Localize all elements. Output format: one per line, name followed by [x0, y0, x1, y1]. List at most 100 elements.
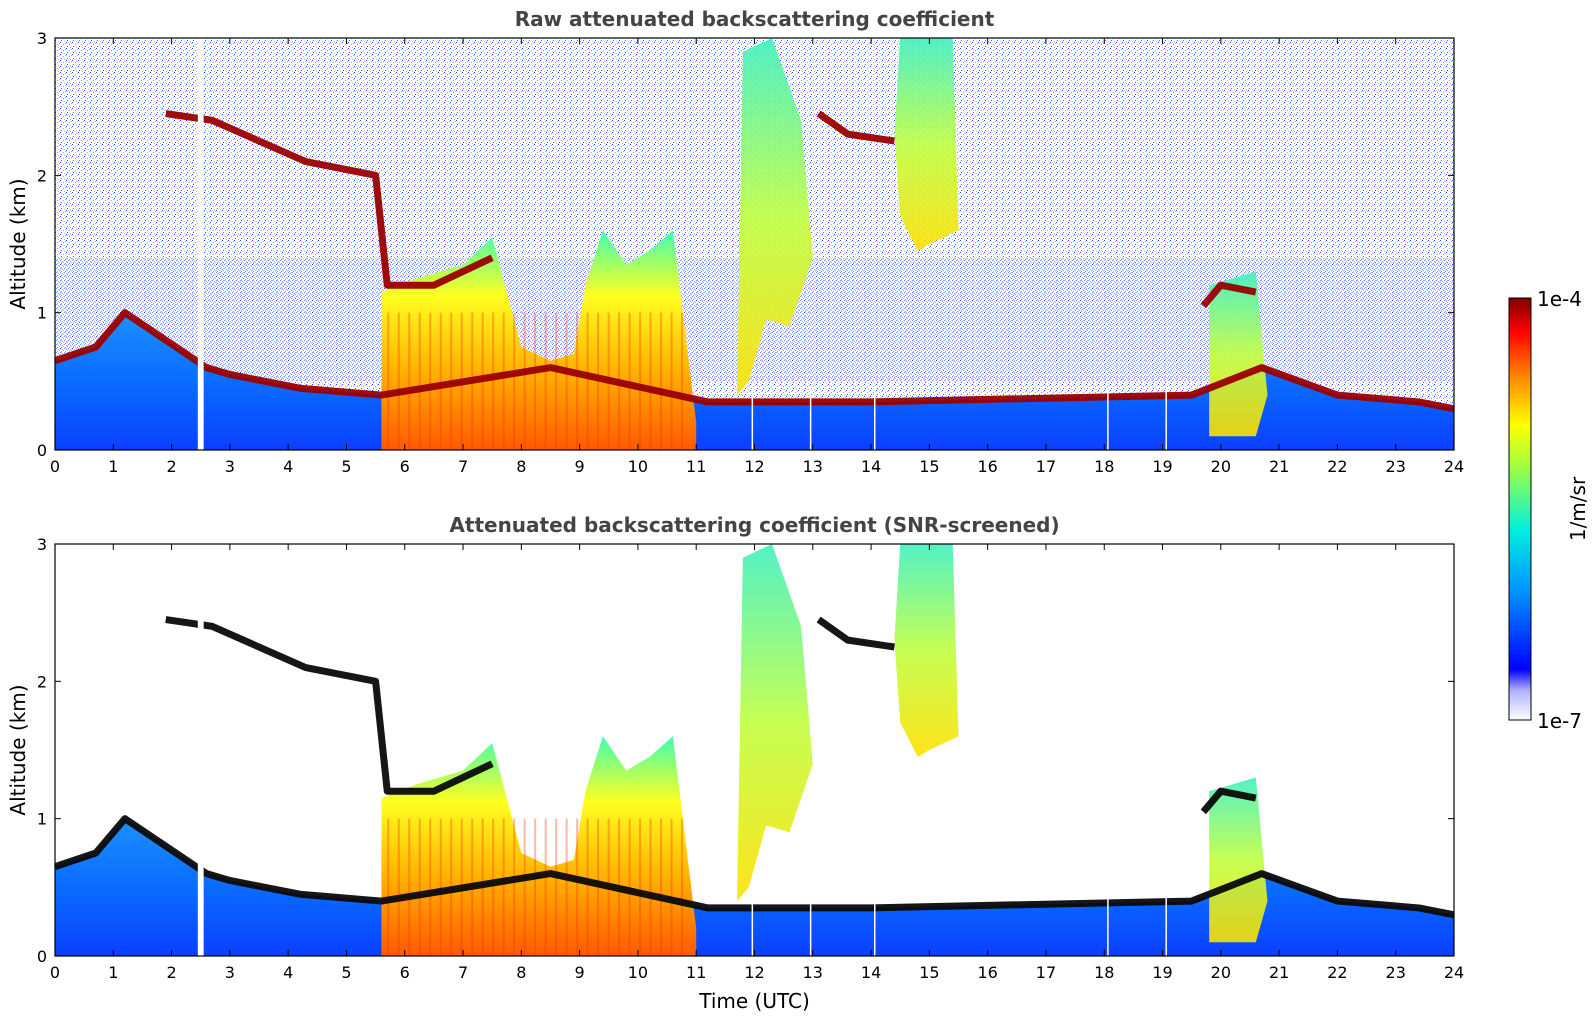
- plume-streak: [670, 818, 673, 956]
- y-tick-label: 3: [37, 535, 47, 554]
- layer-line-0: [55, 309, 1454, 413]
- x-tick-label: 11: [686, 457, 706, 476]
- profile-gap: [809, 388, 812, 450]
- x-tick-label: 5: [341, 457, 351, 476]
- x-tick-label: 3: [225, 457, 235, 476]
- profile-gap: [873, 894, 876, 956]
- x-tick-label: 2: [166, 457, 176, 476]
- virga-1: [894, 544, 959, 757]
- y-axis-label: Altitude (km): [6, 178, 30, 309]
- x-tick-label: 23: [1386, 457, 1406, 476]
- plume-streak: [523, 312, 526, 450]
- profile-gap: [1107, 388, 1109, 450]
- x-tick-label: 1: [108, 963, 118, 982]
- plume-streak: [639, 312, 642, 450]
- x-tick-label: 24: [1444, 963, 1464, 982]
- plume-streak: [492, 312, 495, 450]
- profile-gap: [1165, 388, 1167, 450]
- x-axis-label: Time (UTC): [698, 989, 810, 1013]
- panel-raw: 0 1 2 3 4 5 6 7 8 9 10 11 12 13 14 15 16 17 18 19 20 21 22 23 24…: [6, 7, 1464, 476]
- plume-streak: [586, 818, 589, 956]
- layer-line-0: [55, 815, 1454, 919]
- plume-streak: [418, 312, 421, 450]
- plume-streak: [670, 312, 673, 450]
- x-tick-label: 9: [575, 457, 585, 476]
- layer-line-3: [1200, 787, 1257, 815]
- plume-streak: [439, 312, 442, 450]
- chart-title: Raw attenuated backscattering coefficien…: [515, 7, 995, 31]
- plume-streak: [576, 818, 579, 956]
- plume-streak: [681, 818, 684, 956]
- plume-streak: [408, 312, 411, 450]
- plot-area: [55, 544, 1454, 956]
- plume-streak: [523, 818, 526, 956]
- virga-0: [737, 544, 813, 902]
- x-tick-label: 4: [283, 963, 293, 982]
- plume-streak: [492, 818, 495, 956]
- layer-line-1: [165, 110, 494, 289]
- plume-streak: [502, 818, 505, 956]
- x-tick-label: 10: [628, 457, 648, 476]
- x-tick-label: 1: [108, 457, 118, 476]
- x-tick-label: 0: [50, 457, 60, 476]
- profile-gap: [751, 388, 754, 450]
- layer-line-3: [1200, 281, 1257, 309]
- x-tick-label: 22: [1327, 457, 1347, 476]
- colorbar-min-label: 1e-7: [1537, 709, 1582, 733]
- y-tick-label: 2: [37, 672, 47, 691]
- plume-streak: [544, 312, 547, 450]
- profile-gap: [1107, 894, 1109, 956]
- layer-line-2: [816, 110, 895, 145]
- plume-streak: [649, 818, 652, 956]
- x-tick-label: 20: [1211, 457, 1231, 476]
- aerosol-plume: [381, 736, 697, 956]
- y-tick-label: 1: [37, 304, 47, 323]
- plume-streak: [576, 312, 579, 450]
- plume-streak: [565, 818, 568, 956]
- plume-streak: [513, 818, 516, 956]
- x-tick-label: 19: [1152, 457, 1172, 476]
- plume-streak: [555, 818, 558, 956]
- x-tick-label: 15: [919, 963, 939, 982]
- plume-streak: [555, 312, 558, 450]
- plume-streak: [660, 312, 663, 450]
- x-tick-label: 0: [50, 963, 60, 982]
- x-tick-label: 18: [1094, 963, 1114, 982]
- aerosol-plume: [381, 230, 697, 450]
- plume-streak: [397, 818, 400, 956]
- x-tick-label: 8: [516, 457, 526, 476]
- x-tick-label: 17: [1036, 457, 1056, 476]
- profile-gap: [809, 894, 812, 956]
- x-tick-label: 13: [803, 457, 823, 476]
- profile-gap: [1165, 894, 1167, 956]
- plume-streak: [429, 312, 432, 450]
- virga-1: [894, 38, 959, 251]
- chart-title: Attenuated backscattering coefficient (S…: [449, 513, 1059, 537]
- x-tick-label: 12: [744, 457, 764, 476]
- plume-streak: [429, 818, 432, 956]
- plume-streak: [387, 818, 390, 956]
- plume-streak: [513, 312, 516, 450]
- plume-streak: [649, 312, 652, 450]
- y-tick-label: 0: [37, 947, 47, 966]
- x-tick-label: 8: [516, 963, 526, 982]
- y-tick-label: 2: [37, 166, 47, 185]
- plume-streak: [408, 818, 411, 956]
- x-tick-label: 11: [686, 963, 706, 982]
- colorbar-unit-label: 1/m/sr: [1566, 476, 1590, 541]
- x-tick-label: 3: [225, 963, 235, 982]
- x-tick-label: 10: [628, 963, 648, 982]
- plume-streak: [418, 818, 421, 956]
- virga-2: [1209, 271, 1268, 437]
- data-gap: [197, 38, 204, 450]
- plume-streak: [544, 818, 547, 956]
- panel-screened: 0 1 2 3 4 5 6 7 8 9 10 11 12 13 14 15 16 17 18 19 20 21 22 23 24…: [6, 513, 1464, 1013]
- x-tick-label: 14: [861, 457, 881, 476]
- x-tick-label: 2: [166, 963, 176, 982]
- plume-streak: [387, 312, 390, 450]
- x-tick-label: 13: [803, 963, 823, 982]
- plume-streak: [565, 312, 568, 450]
- x-tick-label: 4: [283, 457, 293, 476]
- data-gap: [197, 544, 204, 956]
- x-tick-label: 12: [744, 963, 764, 982]
